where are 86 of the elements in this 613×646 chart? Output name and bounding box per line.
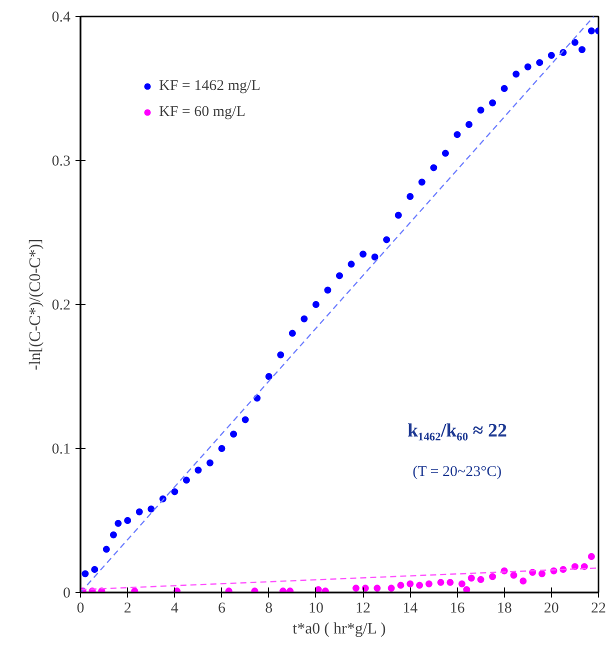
point [524, 63, 532, 70]
y-tick-label: 0 [63, 586, 70, 602]
legend-label: KF = 60 mg/L [159, 104, 246, 120]
x-axis-title: t*a0 ( hr*g/L ) [292, 620, 386, 638]
annotation: k₁₄₆₂/k₆₀ ≈ 22 [407, 420, 507, 442]
point [374, 584, 381, 592]
point [466, 121, 472, 128]
point [265, 373, 272, 380]
x-tick-label: 20 [544, 600, 559, 616]
point [300, 315, 308, 322]
x-tick-label: 14 [402, 600, 418, 616]
point [406, 193, 414, 200]
point [397, 582, 404, 589]
point [500, 85, 508, 92]
point [114, 520, 122, 527]
point [82, 570, 89, 578]
point [362, 584, 369, 592]
point [110, 531, 117, 538]
point [171, 488, 178, 496]
point [348, 260, 355, 268]
point [324, 286, 332, 294]
y-tick-label: 0.4 [52, 10, 71, 26]
point [588, 553, 595, 560]
point [218, 445, 226, 452]
y-tick-label: 0.2 [52, 298, 70, 314]
x-tick-label: 12 [356, 600, 371, 616]
point [468, 574, 475, 582]
y-tick-label: 0.3 [52, 154, 70, 170]
point [206, 459, 214, 466]
point [388, 584, 395, 592]
point [489, 99, 496, 106]
point [416, 582, 424, 589]
point [437, 578, 444, 586]
point [512, 70, 520, 78]
point [571, 563, 578, 570]
point [102, 546, 110, 553]
point [418, 178, 426, 186]
x-tick-label: 22 [591, 600, 606, 616]
point [536, 59, 544, 66]
point [371, 253, 378, 260]
x-tick-label: 18 [496, 600, 512, 616]
point [520, 577, 527, 584]
point [336, 272, 343, 280]
point [489, 573, 496, 580]
point [182, 476, 190, 484]
point [230, 430, 238, 438]
annotation: (T = 20~23°C) [412, 464, 502, 480]
y-axis-title: -ln[(C-C*)/(C0-C*)] [26, 238, 44, 370]
point [548, 52, 555, 59]
point [406, 580, 414, 588]
x-tick-label: 10 [308, 600, 324, 616]
point [148, 505, 155, 512]
point [510, 572, 518, 579]
x-tick-label: 0 [76, 600, 84, 616]
y-tick-label: 0.1 [52, 442, 70, 458]
point [91, 566, 98, 573]
x-tick-label: 2 [124, 600, 132, 616]
point [242, 416, 249, 424]
x-tick-label: 8 [265, 600, 273, 616]
point [571, 38, 578, 46]
point [538, 570, 546, 578]
point [124, 517, 132, 524]
point [383, 236, 390, 244]
point [446, 578, 454, 586]
legend-label: KF = 1462 mg/L [159, 78, 260, 94]
point [277, 351, 284, 358]
point [463, 586, 470, 592]
point [578, 46, 586, 54]
point [458, 580, 466, 588]
point [454, 131, 461, 138]
point [430, 164, 438, 172]
point [352, 584, 360, 592]
point [194, 466, 202, 474]
point [588, 27, 595, 34]
point [394, 212, 402, 219]
point [425, 580, 432, 588]
point [442, 150, 449, 157]
point [288, 330, 296, 337]
point [360, 250, 367, 258]
x-tick-label: 6 [218, 600, 226, 616]
point [477, 576, 484, 584]
point [136, 508, 143, 516]
point [312, 301, 320, 308]
x-tick-label: 4 [170, 600, 179, 616]
x-tick-label: 16 [450, 600, 466, 616]
point [477, 106, 484, 114]
